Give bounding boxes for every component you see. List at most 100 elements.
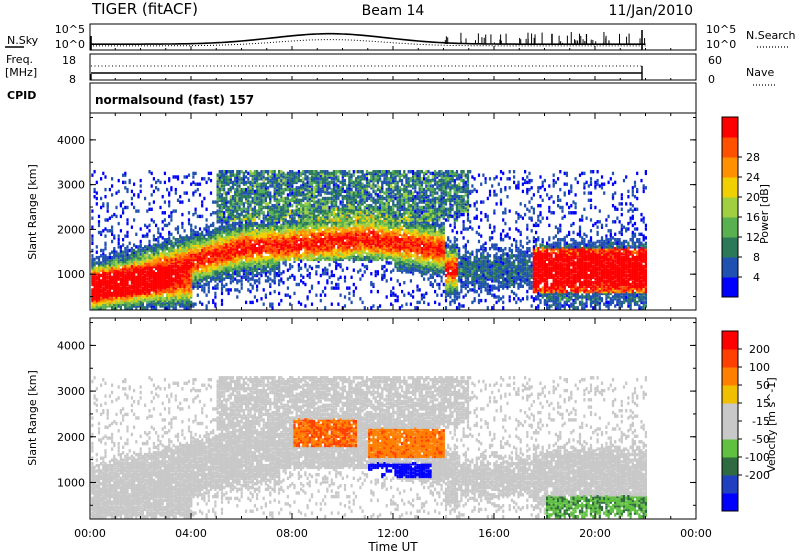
power-cell [190,288,193,292]
power-cell [161,297,164,301]
power-cell [260,207,263,211]
power-cell [126,277,129,281]
power-cell [214,275,217,279]
power-cell [176,302,180,306]
power-cell [223,229,226,233]
power-cell [282,171,285,176]
power-cell [181,241,184,245]
power-cell [194,268,197,272]
power-cell [126,304,129,308]
power-cell [141,282,144,287]
power-cell [214,248,217,253]
power-cell [179,270,182,274]
power-cell [297,282,300,287]
power-cell [286,178,289,183]
power-cell [122,259,125,263]
power-cell [192,243,195,247]
power-cell [130,289,133,294]
power-cell [95,196,98,201]
power-cell [183,298,186,303]
power-cell [339,263,342,267]
power-cell [122,261,125,265]
power-cell [174,270,177,274]
power-cell [326,191,329,195]
power-cell [161,277,164,281]
power-cell [150,264,153,269]
power-cell [104,270,107,274]
power-cell [185,272,188,276]
power-cell [133,266,136,271]
power-cell [163,297,166,301]
power-cell [220,259,224,263]
power-cell [150,171,153,176]
power-cell [139,189,142,194]
power-cell [330,286,333,290]
power-cell [214,266,217,271]
power-cell [315,293,318,297]
power-cell [229,255,232,260]
power-cell [124,291,127,296]
power-cell [198,272,202,276]
power-cell [166,261,169,265]
power-cell [91,209,94,213]
power-cell [133,193,136,197]
power-cell [216,204,219,208]
power-cell [209,234,213,238]
power-cell [282,230,285,235]
power-cell [264,293,267,297]
power-cell [229,288,232,292]
power-cell [308,180,311,185]
power-cell [174,254,177,258]
power-cell [357,236,360,240]
power-cell [365,252,369,256]
power-cell [308,202,311,206]
power-cell [176,230,180,235]
power-cell [95,202,98,206]
power-cell [361,214,364,219]
power-cell [126,286,129,290]
power-cell [126,187,129,192]
power-cell [231,261,235,265]
power-cell [348,195,351,199]
power-cell [100,196,103,201]
power-cell [157,248,160,253]
power-cell [113,288,116,292]
power-cell [119,297,122,301]
power-cell [198,281,202,285]
power-cell [227,252,230,256]
power-cell [141,291,144,296]
power-cell [291,177,294,181]
power-cell [141,252,144,256]
power-cell [91,248,94,253]
nave-tick-top: 60 [708,54,722,67]
power-cell [183,279,186,283]
power-cell [119,204,122,208]
power-cell [286,286,289,290]
power-cell [223,261,226,265]
power-cell [95,297,98,301]
power-cell [306,221,309,226]
power-cell [128,291,131,296]
power-cell [249,300,252,305]
power-cell [253,218,256,222]
power-cell [159,288,162,292]
power-cell [174,298,177,303]
power-cell [201,238,204,242]
power-cell [198,255,202,260]
power-cell [168,238,171,242]
power-cell [108,304,111,308]
power-cell [218,204,221,208]
power-cell [332,207,336,211]
power-cell [203,259,206,263]
power-cell [155,255,158,260]
power-cell [126,298,129,303]
power-cell [155,295,158,299]
power-cell [126,189,129,194]
power-cell [225,170,228,174]
power-cell [157,291,160,296]
power-cell [161,302,164,306]
power-cell [181,279,184,283]
power-cell [179,264,182,269]
power-cell [135,263,138,267]
power-cell [155,266,158,271]
